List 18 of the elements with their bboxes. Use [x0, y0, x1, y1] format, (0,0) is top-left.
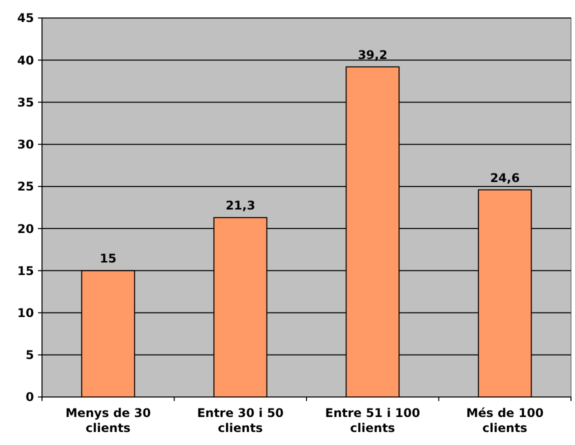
y-tick-label: 5 — [26, 348, 34, 362]
y-tick-label: 35 — [17, 95, 34, 110]
data-label: 24,6 — [490, 170, 520, 185]
data-label: 21,3 — [226, 198, 256, 213]
y-tick-label: 20 — [17, 222, 34, 236]
x-tick-label: Entre 30 i 50 clients — [197, 406, 284, 435]
y-tick-label: 30 — [17, 138, 34, 152]
x-tick-label: Entre 51 i 100 clients — [325, 406, 420, 435]
y-tick-label: 45 — [17, 11, 34, 26]
y-tick-label: 25 — [17, 180, 34, 194]
y-tick-label: 0 — [26, 390, 34, 404]
y-tick-label: 10 — [17, 306, 34, 320]
x-tick-label: Menys de 30 clients — [65, 406, 151, 435]
x-tick-label: Més de 100 clients — [466, 406, 544, 435]
data-label: 39,2 — [358, 48, 388, 62]
data-label: 15 — [100, 252, 116, 266]
y-tick-label: 40 — [17, 53, 34, 68]
y-tick-label: 15 — [17, 264, 34, 278]
